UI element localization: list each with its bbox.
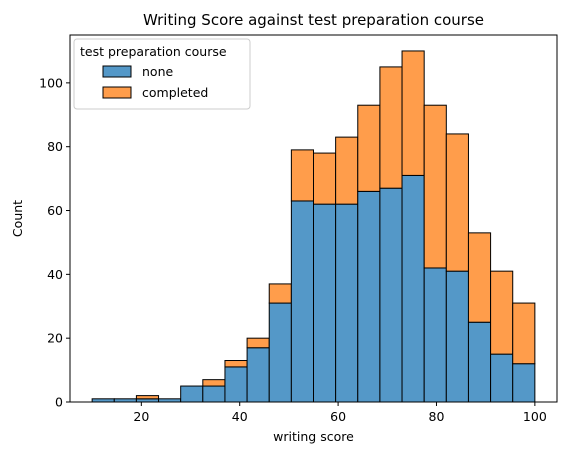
bar-completed-10 — [313, 152, 337, 205]
y-tick-label: 20 — [47, 331, 63, 346]
bar-completed-11 — [335, 136, 359, 205]
x-tick-label: 100 — [523, 409, 547, 424]
chart-title: Writing Score against test preparation c… — [143, 11, 484, 29]
bar-none-4 — [180, 385, 204, 403]
bar-none-9 — [290, 200, 315, 403]
y-tick-label: 60 — [47, 203, 63, 218]
y-tick-label: 0 — [55, 395, 63, 410]
bar-completed-16 — [445, 133, 469, 272]
legend-swatch-none — [102, 65, 132, 78]
y-ticks: 0 20 40 60 80 100 — [39, 75, 70, 410]
bar-none-7 — [246, 347, 270, 403]
x-tick-label: 40 — [232, 409, 248, 424]
bar-completed-15 — [423, 104, 447, 269]
bar-completed-8 — [268, 283, 292, 304]
y-tick-label: 40 — [47, 267, 63, 282]
y-axis-label: Count — [10, 200, 25, 237]
x-ticks: 20 40 60 80 100 — [133, 402, 547, 424]
bar-completed-12 — [357, 104, 381, 192]
bar-none-13 — [379, 187, 403, 403]
bar-none-6 — [224, 366, 248, 403]
legend-label-completed: completed — [142, 85, 208, 100]
bar-none-8 — [268, 302, 292, 403]
bar-completed-2 — [135, 395, 160, 400]
bar-completed-18 — [490, 270, 514, 355]
bar-completed-6 — [224, 360, 248, 368]
bar-none-14 — [401, 174, 425, 403]
bar-none-15 — [423, 267, 447, 403]
bar-completed-5 — [202, 379, 226, 387]
plot-frame — [69, 34, 558, 403]
bar-completed-17 — [467, 232, 492, 323]
y-tick-label: 100 — [39, 75, 63, 90]
x-tick-label: 60 — [330, 409, 346, 424]
legend-label-none: none — [142, 64, 173, 79]
bars-group — [91, 50, 536, 403]
bar-none-10 — [313, 203, 337, 403]
bar-completed-9 — [290, 149, 315, 202]
legend: test preparation course none completed — [73, 38, 251, 110]
bar-none-16 — [445, 270, 469, 403]
x-tick-label: 20 — [133, 409, 149, 424]
x-axis-label: writing score — [273, 429, 354, 444]
legend-title: test preparation course — [80, 44, 227, 59]
bar-completed-19 — [512, 302, 536, 365]
y-tick-label: 80 — [47, 139, 63, 154]
bar-completed-13 — [379, 66, 403, 189]
bar-none-18 — [490, 353, 514, 403]
bar-none-19 — [512, 363, 536, 403]
bar-completed-14 — [401, 50, 425, 176]
bar-none-12 — [357, 190, 381, 403]
legend-swatch-completed — [102, 86, 132, 99]
bar-none-5 — [202, 385, 226, 403]
bar-none-11 — [335, 203, 359, 403]
bar-completed-7 — [246, 337, 270, 349]
bar-none-17 — [467, 321, 492, 403]
x-tick-label: 80 — [429, 409, 445, 424]
